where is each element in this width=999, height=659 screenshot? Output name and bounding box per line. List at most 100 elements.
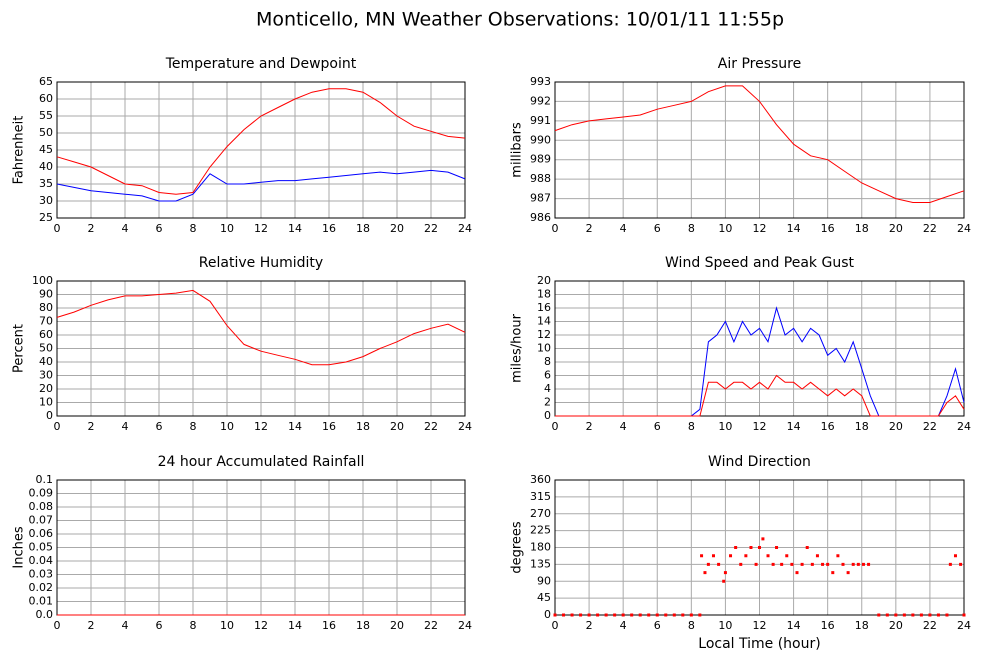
scatter-point [821,562,825,566]
scatter-point [928,613,932,617]
x-tick-label: 6 [654,619,661,632]
y-tick-label: 0.05 [29,541,54,554]
scatter-point [948,562,952,566]
x-tick-label: 18 [855,420,869,433]
x-tick-label: 2 [586,420,593,433]
y-tick-label: 0.09 [29,487,54,500]
x-tick-label: 22 [923,420,937,433]
plot-frame [554,280,965,417]
x-axis-label: Local Time (hour) [698,636,820,652]
scatter-point [553,613,557,617]
y-tick-label: 55 [39,109,53,122]
x-tick-label: 18 [855,222,869,235]
y-tick-label: 40 [39,355,53,368]
y-tick-label: 8 [544,355,551,368]
x-tick-label: 16 [821,619,835,632]
y-tick-label: 45 [537,591,551,604]
x-tick-label: 2 [88,420,95,433]
y-tick-label: 0.1 [36,473,54,486]
scatter-point [780,562,784,566]
x-tick-label: 22 [923,619,937,632]
scatter-point [604,613,608,617]
main-title: Monticello, MN Weather Observations: 10/… [256,9,784,31]
y-tick-label: 14 [537,315,551,328]
scatter-point [775,546,779,549]
y-axis-label: degrees [510,521,525,574]
y-tick-label: 12 [537,328,551,341]
y-tick-label: 90 [537,574,551,587]
x-tick-label: 14 [288,222,302,235]
scatter-point [596,613,600,617]
y-tick-label: 315 [530,490,551,503]
x-tick-label: 18 [356,420,370,433]
y-tick-label: 4 [544,382,551,395]
y-tick-label: 0 [544,409,551,422]
x-tick-label: 8 [688,619,695,632]
x-tick-label: 12 [254,420,268,433]
scatter-point [902,613,906,617]
plot-frame [554,479,965,616]
scatter-point [621,613,625,617]
x-tick-label: 14 [787,222,801,235]
y-tick-label: 80 [39,301,53,314]
x-tick-label: 18 [356,619,370,632]
x-tick-label: 20 [889,619,903,632]
x-tick-label: 6 [156,420,163,433]
x-tick-label: 12 [753,222,767,235]
x-tick-label: 4 [620,619,627,632]
x-tick-label: 8 [688,420,695,433]
x-tick-label: 24 [458,420,472,433]
series-line [555,374,965,417]
x-tick-label: 6 [156,619,163,632]
x-tick-label: 10 [220,420,234,433]
y-tick-label: 35 [39,177,53,190]
scatter-point [805,546,809,549]
y-tick-label: 6 [544,369,551,382]
scatter-point [711,554,715,558]
x-tick-label: 4 [122,619,129,632]
y-tick-label: 20 [39,382,53,395]
x-tick-label: 14 [288,420,302,433]
scatter-point [785,554,789,558]
scatter-point [846,571,850,575]
scatter-point [754,562,758,566]
x-tick-label: 10 [220,619,234,632]
y-tick-label: 60 [39,92,53,105]
scatter-point [795,571,799,575]
scatter-point [894,613,898,617]
x-tick-label: 4 [620,222,627,235]
scatter-point [613,613,617,617]
y-axis-label: miles/hour [510,313,525,382]
x-tick-label: 20 [390,420,404,433]
x-tick-label: 22 [424,222,438,235]
y-tick-label: 16 [537,301,551,314]
x-tick-label: 0 [54,619,61,632]
x-tick-label: 14 [288,619,302,632]
x-tick-label: 6 [156,222,163,235]
y-tick-label: 10 [537,342,551,355]
scatter-point [722,579,726,583]
y-tick-label: 40 [39,160,53,173]
x-tick-label: 12 [753,420,767,433]
scatter-point [919,613,923,617]
x-tick-label: 10 [718,619,732,632]
y-tick-label: 30 [39,194,53,207]
scatter-point [638,613,642,617]
scatter-point [959,562,963,566]
series-line [56,169,466,202]
panel-title: Temperature and Dewpoint [165,56,357,72]
x-tick-label: 2 [88,619,95,632]
y-axis-label: millibars [510,122,525,178]
scatter-point [826,562,830,566]
x-tick-label: 20 [390,619,404,632]
y-tick-label: 100 [32,274,53,287]
scatter-point [856,562,860,566]
scatter-point [579,613,583,617]
panel-title: Air Pressure [718,56,801,72]
y-axis-label: Inches [12,526,27,568]
x-tick-label: 20 [390,222,404,235]
y-tick-label: 0.03 [29,568,54,581]
plot-frame [554,81,965,219]
scatter-point [749,546,753,549]
y-tick-label: 0 [544,608,551,621]
